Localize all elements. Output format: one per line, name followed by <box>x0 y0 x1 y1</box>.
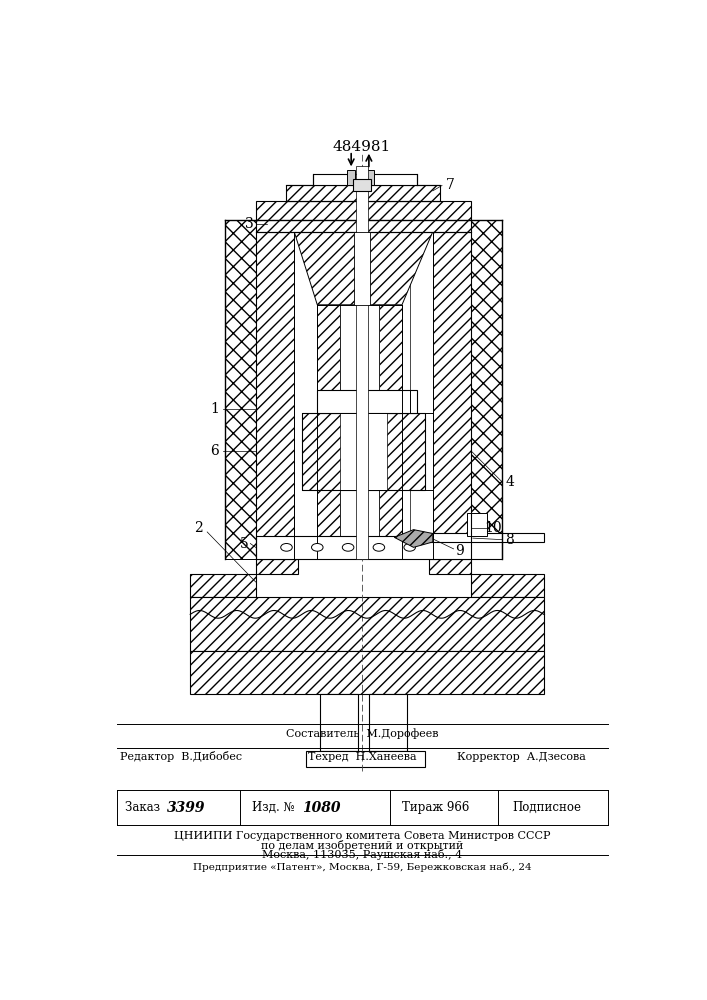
Text: 7: 7 <box>446 178 455 192</box>
Ellipse shape <box>312 543 323 551</box>
Bar <box>286 185 440 201</box>
Polygon shape <box>190 559 298 597</box>
Text: 9: 9 <box>455 544 464 558</box>
Text: 6: 6 <box>211 444 219 458</box>
Ellipse shape <box>281 543 292 551</box>
Text: 1: 1 <box>211 402 219 416</box>
Ellipse shape <box>342 543 354 551</box>
Text: Заказ: Заказ <box>125 801 163 814</box>
Bar <box>369 694 407 751</box>
Text: 8: 8 <box>506 533 514 547</box>
Bar <box>356 166 368 559</box>
Text: Составитель  М.Дорофеев: Составитель М.Дорофеев <box>286 728 438 739</box>
Bar <box>379 305 402 559</box>
Bar <box>294 232 317 559</box>
Text: Корректор  А.Дзесова: Корректор А.Дзесова <box>457 752 586 762</box>
Text: 1080: 1080 <box>302 801 340 815</box>
Bar <box>320 694 358 751</box>
Ellipse shape <box>404 543 416 551</box>
Text: Подписное: Подписное <box>512 801 581 814</box>
Text: Предприятие «Патент», Москва, Г-59, Бережковская наб., 24: Предприятие «Патент», Москва, Г-59, Бере… <box>192 862 531 872</box>
Polygon shape <box>294 232 433 305</box>
Text: Тираж 966: Тираж 966 <box>402 801 469 814</box>
Polygon shape <box>429 559 544 597</box>
Bar <box>256 201 472 232</box>
Bar <box>429 533 544 542</box>
Text: 484981: 484981 <box>333 140 391 154</box>
Bar <box>302 413 425 490</box>
Text: Москва, 113035, Раушская наб., 4: Москва, 113035, Раушская наб., 4 <box>262 849 462 860</box>
Text: ЦНИИПИ Государственного комитета Совета Министров СССР: ЦНИИПИ Государственного комитета Совета … <box>174 831 550 841</box>
Ellipse shape <box>373 543 385 551</box>
Text: по делам изобретений и открытий: по делам изобретений и открытий <box>261 840 463 851</box>
Text: 2: 2 <box>194 521 202 535</box>
Bar <box>256 232 294 559</box>
Text: 3399: 3399 <box>167 801 206 815</box>
Bar <box>354 232 370 305</box>
Text: 4: 4 <box>506 475 514 489</box>
Bar <box>340 224 379 559</box>
Bar <box>340 413 387 490</box>
Text: Техред  Н.Ханеева: Техред Н.Ханеева <box>308 752 416 762</box>
Text: Изд. №: Изд. № <box>252 801 298 814</box>
Bar <box>256 536 502 559</box>
Bar <box>317 389 417 413</box>
Text: 5: 5 <box>240 536 249 550</box>
Text: 10: 10 <box>484 521 502 535</box>
Bar <box>190 651 544 694</box>
Bar <box>347 170 355 185</box>
Bar <box>472 220 502 559</box>
Bar <box>366 170 373 185</box>
Bar <box>225 220 256 559</box>
Bar <box>433 232 472 559</box>
Bar <box>317 305 340 559</box>
Bar <box>353 179 371 191</box>
Bar <box>305 751 425 767</box>
Bar <box>313 174 417 185</box>
Polygon shape <box>395 530 433 547</box>
Bar <box>467 513 486 536</box>
Bar <box>190 597 544 651</box>
Bar <box>409 232 433 559</box>
Text: 3: 3 <box>245 217 254 231</box>
Text: Редактор  В.Дибобес: Редактор В.Дибобес <box>120 751 242 762</box>
